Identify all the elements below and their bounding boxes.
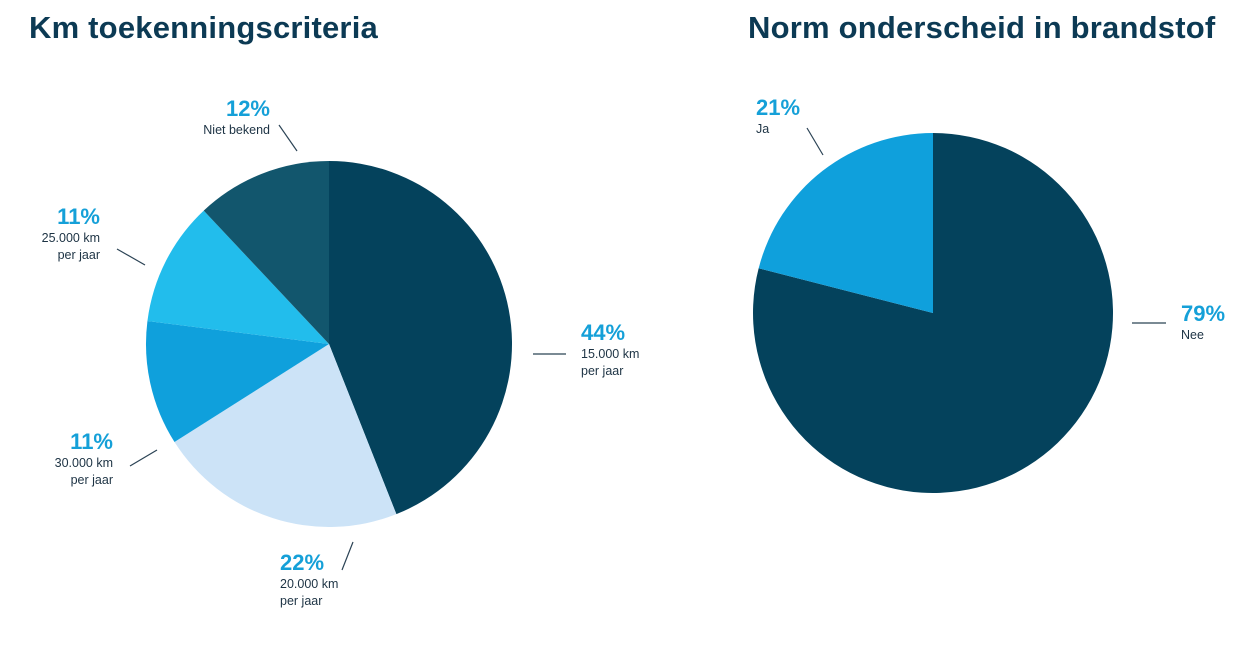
slice-category-label: per jaar — [280, 594, 322, 608]
leader-line — [341, 541, 354, 571]
slice-percent-label: 44% — [581, 320, 625, 345]
pie-chart-1: 44% 15.000 km per jaar 22% 20.000 km per jaar… — [42, 96, 640, 608]
slice-percent-label: 21% — [756, 95, 800, 120]
slice-category-label: 30.000 km — [55, 456, 113, 470]
pie-slice — [145, 321, 329, 443]
slice-category-label: per jaar — [581, 364, 623, 378]
pie-slice — [758, 133, 933, 313]
pie-slice — [174, 344, 397, 528]
pie-chart-2: 79% Nee 21% Ja — [753, 95, 1225, 493]
slice-category-label: 20.000 km — [280, 577, 338, 591]
slice-category-label: per jaar — [71, 473, 113, 487]
slice-category-label: Ja — [756, 122, 769, 136]
pie-slice — [203, 161, 329, 344]
slice-category-label: per jaar — [58, 248, 100, 262]
slice-category-label: Niet bekend — [203, 123, 270, 137]
slice-percent-label: 11% — [57, 204, 100, 229]
slice-percent-label: 11% — [70, 429, 113, 454]
chart-title-fuel-norm: Norm onderscheid in brandstof — [748, 10, 1216, 45]
slice-percent-label: 12% — [226, 96, 270, 121]
pie-slice — [147, 210, 329, 344]
leader-line — [129, 449, 158, 467]
chart-title-km-criteria: Km toekenningscriteria — [29, 10, 378, 45]
slice-category-label: 25.000 km — [42, 231, 100, 245]
pie-slice — [329, 161, 513, 515]
leader-line — [116, 248, 146, 266]
slice-category-label: 15.000 km — [581, 347, 639, 361]
slice-percent-label: 79% — [1181, 301, 1225, 326]
slice-percent-label: 22% — [280, 550, 324, 575]
pie-slice — [753, 133, 1114, 493]
slice-category-label: Nee — [1181, 328, 1204, 342]
leader-line — [278, 124, 298, 152]
leader-line — [806, 127, 824, 156]
